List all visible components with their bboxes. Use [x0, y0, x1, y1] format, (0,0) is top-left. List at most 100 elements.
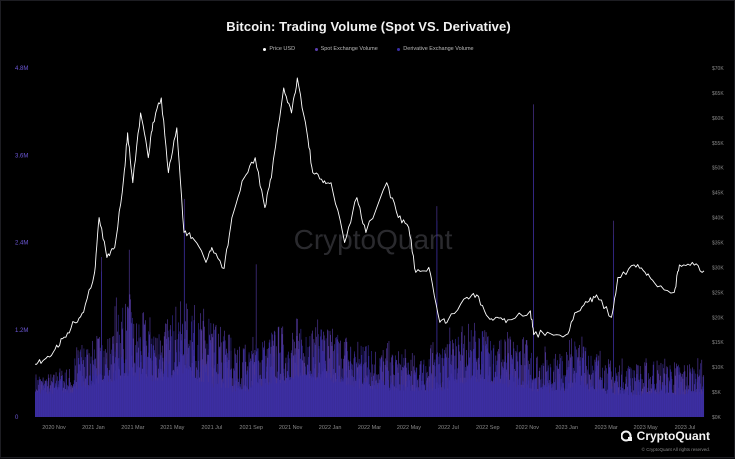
- derivative-volume-bar: [179, 331, 181, 417]
- derivative-volume-bar: [114, 351, 116, 417]
- derivative-volume-bar: [164, 368, 166, 417]
- legend-item-derivative[interactable]: Derivative Exchange Volume: [397, 46, 474, 52]
- derivative-volume-bar: [171, 336, 172, 417]
- spot-volume-bar: [365, 346, 366, 417]
- derivative-volume-bar: [202, 364, 203, 417]
- derivative-volume-bar: [575, 373, 577, 417]
- derivative-volume-bar: [117, 314, 119, 417]
- derivative-volume-bar: [220, 387, 222, 417]
- right-axis-tick-label: $50K: [712, 166, 724, 172]
- derivative-volume-bar: [549, 363, 551, 417]
- derivative-volume-bar: [51, 388, 52, 417]
- derivative-volume-bar: [240, 381, 242, 417]
- derivative-volume-bar: [461, 343, 462, 417]
- derivative-volume-bar: [445, 355, 447, 417]
- derivative-volume-bar: [120, 378, 122, 417]
- spot-volume-bar: [273, 330, 275, 417]
- right-axis-tick-label: $45K: [712, 191, 724, 197]
- derivative-volume-bar: [185, 363, 187, 417]
- derivative-volume-bar: [68, 392, 70, 417]
- derivative-volume-bar: [115, 349, 117, 417]
- derivative-volume-bar: [645, 393, 647, 417]
- spot-volume-bar: [687, 365, 688, 417]
- derivative-volume-bar: [686, 386, 688, 417]
- legend-item-price[interactable]: Price USD: [263, 46, 295, 52]
- derivative-volume-bar: [656, 383, 657, 417]
- derivative-volume-bar: [525, 366, 527, 417]
- derivative-volume-bar: [417, 378, 419, 417]
- derivative-volume-bar: [183, 355, 184, 417]
- spot-volume-bar: [126, 307, 128, 417]
- derivative-volume-bar: [519, 361, 521, 417]
- spot-volume-bar: [522, 339, 523, 417]
- derivative-volume-bar: [580, 357, 581, 417]
- derivative-volume-bar: [511, 357, 513, 417]
- derivative-volume-bar: [95, 368, 97, 417]
- derivative-volume-bar: [318, 346, 320, 417]
- derivative-volume-bar: [231, 384, 233, 417]
- derivative-volume-bar: [275, 383, 277, 417]
- right-axis-ticks: $0K $5K $10K $15K $20K $25K $30K $35K $40K $45K $5…: [712, 66, 724, 421]
- derivative-volume-bar: [166, 338, 168, 417]
- derivative-volume-bar: [373, 384, 375, 417]
- derivative-volume-bar: [469, 341, 471, 417]
- derivative-volume-bar: [400, 370, 402, 417]
- derivative-volume-bar: [647, 392, 648, 417]
- derivative-volume-bar: [610, 369, 611, 417]
- derivative-volume-bar: [541, 365, 543, 417]
- derivative-volume-bar: [426, 373, 427, 417]
- derivative-volume-bar: [74, 358, 76, 417]
- derivative-volume-bar: [215, 383, 217, 417]
- derivative-volume-bar: [214, 329, 216, 417]
- derivative-volume-bar: [368, 355, 370, 417]
- legend-item-spot[interactable]: Spot Exchange Volume: [314, 46, 378, 52]
- derivative-volume-bar: [376, 374, 377, 417]
- derivative-volume-bar: [233, 388, 234, 417]
- derivative-volume-bar: [85, 387, 87, 417]
- derivative-volume-bar: [585, 347, 587, 417]
- derivative-volume-bar: [77, 354, 79, 417]
- x-axis-tick-label: 2022 Mar: [358, 425, 381, 431]
- derivative-volume-bar: [283, 368, 285, 417]
- spot-volume-bar: [658, 365, 660, 417]
- derivative-volume-bar: [496, 360, 498, 417]
- x-axis-tick-label: 2021 Mar: [121, 425, 144, 431]
- derivative-volume-bar: [247, 372, 249, 417]
- derivative-volume-bar: [595, 361, 596, 417]
- derivative-volume-bar: [168, 364, 170, 417]
- derivative-volume-bar: [563, 375, 565, 417]
- derivative-volume-bar: [139, 381, 140, 417]
- left-axis-ticks: 0 1.2M 2.4M 3.6M 4.8M: [15, 66, 28, 421]
- derivative-volume-bar: [351, 363, 352, 417]
- derivative-volume-bar: [55, 384, 57, 417]
- derivative-volume-bar: [468, 357, 470, 417]
- right-axis-tick-label: $25K: [712, 290, 724, 296]
- derivative-volume-bar: [191, 321, 192, 417]
- derivative-volume-bar: [49, 390, 51, 417]
- derivative-volume-bar: [478, 382, 480, 417]
- derivative-volume-bar: [668, 394, 670, 417]
- derivative-volume-bar: [275, 378, 276, 417]
- derivative-volume-bar: [434, 359, 436, 417]
- x-axis-tick-label: 2021 Nov: [279, 425, 303, 431]
- derivative-volume-bar: [259, 385, 261, 417]
- derivative-volume-bar: [233, 370, 235, 417]
- derivative-volume-bar: [103, 378, 104, 417]
- derivative-volume-bar: [145, 356, 146, 417]
- derivative-volume-bar: [545, 386, 547, 417]
- derivative-volume-bar: [354, 356, 356, 417]
- derivative-volume-bar: [406, 362, 408, 417]
- derivative-volume-bar: [365, 346, 367, 417]
- derivative-volume-bar: [239, 386, 241, 417]
- derivative-volume-bar: [353, 387, 355, 417]
- derivative-volume-bar: [495, 360, 497, 417]
- derivative-volume-bar: [150, 376, 151, 417]
- derivative-volume-bar: [670, 369, 671, 417]
- derivative-volume-bar: [62, 375, 63, 417]
- derivative-volume-bar: [624, 389, 626, 417]
- derivative-volume-bar: [110, 382, 112, 417]
- spot-volume-bar: [508, 338, 510, 417]
- spot-volume-bar: [200, 329, 202, 417]
- derivative-volume-bar: [53, 382, 55, 417]
- derivative-volume-bar: [46, 379, 47, 417]
